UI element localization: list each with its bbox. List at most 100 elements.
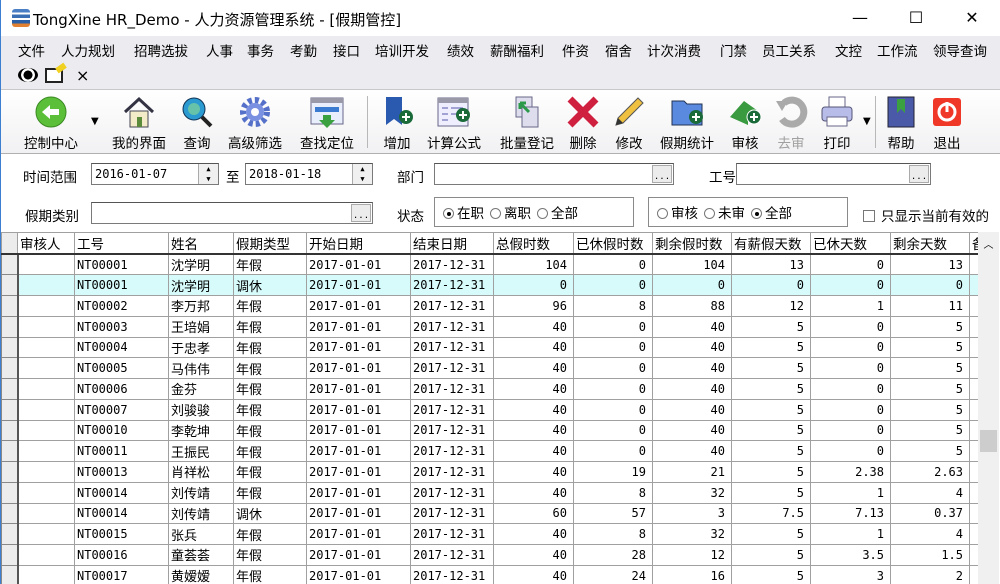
grid-cell[interactable]: 年假: [233, 564, 307, 584]
table-row[interactable]: NT00011 王振民 年假 2017-01-01 2017-12-31 40 0 40 5 0 5: [1, 440, 978, 462]
grid-cell[interactable]: 2017-01-01: [306, 378, 411, 400]
grid-cell[interactable]: 40: [493, 440, 574, 462]
grid-cell[interactable]: 张兵: [168, 523, 234, 545]
grid-cell[interactable]: 2017-12-31: [410, 502, 494, 525]
menu-15[interactable]: 文控: [835, 44, 862, 60]
emp-no-input[interactable]: ...: [736, 163, 931, 185]
grid-cell[interactable]: 0: [810, 253, 891, 276]
only-current-checkbox[interactable]: 只显示当前有效的: [863, 205, 999, 225]
grid-cell[interactable]: 0: [573, 419, 653, 442]
grid-cell[interactable]: 5: [731, 481, 811, 504]
table-row[interactable]: NT00001 沈学明 年假 2017-01-01 2017-12-31 104 0 104 1…: [1, 253, 978, 276]
grid-cell[interactable]: 1: [810, 523, 891, 545]
grid-cell[interactable]: [17, 564, 75, 584]
grid-cell[interactable]: 40: [493, 378, 574, 400]
radio-button[interactable]: [490, 208, 501, 219]
toolbar-locate-window-button[interactable]: 查找定位: [295, 94, 359, 152]
grid-cell[interactable]: 李万邦: [168, 295, 234, 317]
grid-cell[interactable]: NT00005: [74, 357, 169, 379]
grid-cell[interactable]: 0: [573, 336, 653, 359]
grid-cell[interactable]: 5: [731, 564, 811, 584]
scroll-up-icon[interactable]: ︿: [983, 240, 994, 251]
row-selector[interactable]: [1, 315, 19, 338]
grid-cell[interactable]: 2017-01-01: [306, 440, 411, 462]
grid-cell[interactable]: 0: [573, 315, 653, 338]
grid-cell[interactable]: [17, 357, 75, 379]
grid-cell[interactable]: [17, 274, 75, 296]
grid-cell[interactable]: 2017-12-31: [410, 523, 494, 545]
menu-17[interactable]: 领导查询: [933, 44, 987, 60]
grid-cell[interactable]: 0: [573, 253, 653, 276]
grid-cell[interactable]: 8: [573, 295, 653, 317]
row-selector[interactable]: [1, 357, 19, 379]
grid-cell[interactable]: 5: [731, 461, 811, 483]
grid-cell[interactable]: [969, 544, 978, 566]
grid-cell[interactable]: 104: [493, 253, 574, 276]
grid-cell[interactable]: 40: [652, 440, 732, 462]
grid-cell[interactable]: NT00002: [74, 295, 169, 317]
column-header[interactable]: 已休假时数: [573, 232, 653, 255]
grid-cell[interactable]: 16: [652, 564, 732, 584]
grid-cell[interactable]: 2017-01-01: [306, 274, 411, 296]
table-row[interactable]: NT00001 沈学明 调休 2017-01-01 2017-12-31 0 0 0 0 0 0: [1, 274, 978, 296]
grid-cell[interactable]: 1: [810, 481, 891, 504]
grid-cell[interactable]: 刘传靖: [168, 502, 234, 525]
grid-cell[interactable]: [969, 398, 978, 421]
grid-cell[interactable]: 2017-01-01: [306, 502, 411, 525]
grid-cell[interactable]: 0: [810, 419, 891, 442]
grid-cell[interactable]: 2017-12-31: [410, 544, 494, 566]
grid-cell[interactable]: 40: [493, 315, 574, 338]
grid-cell[interactable]: 2017-01-01: [306, 315, 411, 338]
grid-cell[interactable]: 调休: [233, 502, 307, 525]
date-to-input[interactable]: 2018-01-18 ▲ ▼: [245, 163, 373, 185]
grid-cell[interactable]: 刘传靖: [168, 481, 234, 504]
minimize-button[interactable]: —: [852, 8, 868, 27]
grid-cell[interactable]: 1.5: [890, 544, 970, 566]
grid-cell[interactable]: 2017-01-01: [306, 336, 411, 359]
grid-cell[interactable]: 年假: [233, 378, 307, 400]
grid-cell[interactable]: 88: [652, 295, 732, 317]
grid-cell[interactable]: 2017-12-31: [410, 357, 494, 379]
grid-cell[interactable]: 2.38: [810, 461, 891, 483]
grid-cell[interactable]: 年假: [233, 295, 307, 317]
toolbar-undo-button[interactable]: 去审: [773, 94, 809, 152]
toolbar-folder-add-button[interactable]: 假期统计: [655, 94, 719, 152]
grid-cell[interactable]: 40: [493, 419, 574, 442]
audit-radio-2[interactable]: 全部: [751, 202, 792, 222]
menu-1[interactable]: 人力规划: [61, 44, 115, 60]
grid-cell[interactable]: 13: [890, 253, 970, 276]
toolbar-power-button[interactable]: 退出: [929, 94, 965, 152]
grid-cell[interactable]: 王培娟: [168, 315, 234, 338]
menu-10[interactable]: 件资: [562, 44, 589, 60]
table-row[interactable]: NT00004 于忠孝 年假 2017-01-01 2017-12-31 40 0 40 5 0 5: [1, 336, 978, 359]
grid-cell[interactable]: [17, 378, 75, 400]
grid-cell[interactable]: 0: [573, 357, 653, 379]
grid-cell[interactable]: 2017-01-01: [306, 398, 411, 421]
grid-cell[interactable]: NT00007: [74, 398, 169, 421]
grid-cell[interactable]: 96: [493, 295, 574, 317]
grid-cell[interactable]: 0: [731, 274, 811, 296]
column-header[interactable]: 总假时数: [493, 232, 574, 255]
grid-cell[interactable]: 24: [573, 564, 653, 584]
grid-cell[interactable]: [17, 481, 75, 504]
grid-cell[interactable]: 2017-12-31: [410, 295, 494, 317]
row-selector[interactable]: [1, 564, 19, 584]
grid-cell[interactable]: 2017-01-01: [306, 461, 411, 483]
toolbar-batch-register-button[interactable]: 批量登记: [495, 94, 559, 152]
grid-cell[interactable]: 年假: [233, 461, 307, 483]
grid-cell[interactable]: 5: [731, 523, 811, 545]
grid-cell[interactable]: 2017-12-31: [410, 315, 494, 338]
grid-cell[interactable]: 8: [573, 481, 653, 504]
grid-cell[interactable]: 40: [493, 398, 574, 421]
grid-cell[interactable]: 年假: [233, 315, 307, 338]
grid-cell[interactable]: 黄嫒嫒: [168, 564, 234, 584]
row-selector[interactable]: [1, 336, 19, 359]
grid-cell[interactable]: [17, 523, 75, 545]
table-row[interactable]: NT00010 李乾坤 年假 2017-01-01 2017-12-31 40 0 40 5 0 5: [1, 419, 978, 442]
grid-cell[interactable]: [17, 315, 75, 338]
grid-cell[interactable]: 马伟伟: [168, 357, 234, 379]
table-row[interactable]: NT00015 张兵 年假 2017-01-01 2017-12-31 40 8 32 5 1 4: [1, 523, 978, 545]
grid-cell[interactable]: [17, 295, 75, 317]
grid-cell[interactable]: NT00001: [74, 274, 169, 296]
date-from-input[interactable]: 2016-01-07 ▲ ▼: [91, 163, 219, 185]
